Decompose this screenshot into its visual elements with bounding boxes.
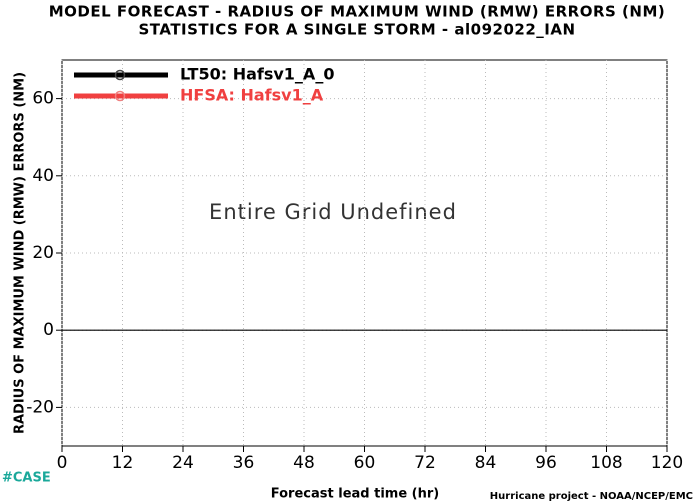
legend-marker bbox=[114, 69, 126, 81]
legend-marker bbox=[114, 90, 126, 102]
x-tick-label: 96 bbox=[535, 453, 557, 473]
chart-title: MODEL FORECAST - RADIUS OF MAXIMUM WIND … bbox=[49, 3, 666, 21]
x-tick-label: 60 bbox=[354, 453, 376, 473]
chart-subtitle: STATISTICS FOR A SINGLE STORM - al092022… bbox=[139, 21, 576, 39]
annotation: #CASE bbox=[2, 471, 51, 486]
y-tick-label: 40 bbox=[32, 166, 54, 186]
legend-label: HFSA: Hafsv1_A bbox=[180, 86, 324, 105]
y-tick-label: 20 bbox=[32, 243, 54, 263]
x-tick-label: 72 bbox=[414, 453, 436, 473]
annotation: Hurricane project - NOAA/NCEP/EMC bbox=[490, 491, 693, 502]
legend-label: LT50: Hafsv1_A_0 bbox=[180, 65, 334, 84]
x-axis-label: Forecast lead time (hr) bbox=[271, 487, 439, 502]
x-tick-label: 120 bbox=[651, 453, 683, 473]
y-tick-label: -20 bbox=[26, 397, 54, 417]
x-tick-label: 12 bbox=[112, 453, 134, 473]
x-tick-label: 0 bbox=[57, 453, 68, 473]
x-tick-label: 108 bbox=[590, 453, 622, 473]
y-axis-label: RADIUS OF MAXIMUM WIND (RMW) ERRORS (NM) bbox=[13, 72, 28, 434]
x-tick-label: 24 bbox=[172, 453, 194, 473]
y-tick-label: 0 bbox=[43, 320, 54, 340]
x-tick-label: 36 bbox=[233, 453, 255, 473]
annotation: Entire Grid Undefined bbox=[209, 200, 457, 224]
y-tick-label: 60 bbox=[32, 89, 54, 109]
x-tick-label: 48 bbox=[293, 453, 315, 473]
x-tick-label: 84 bbox=[475, 453, 497, 473]
